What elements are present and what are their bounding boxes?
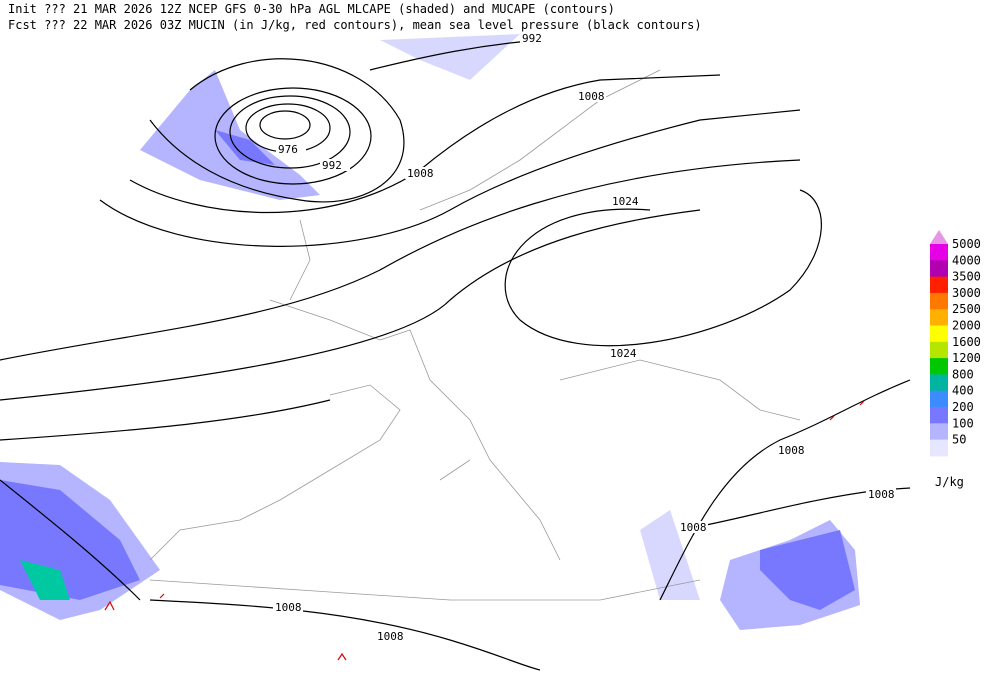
label-bg	[576, 90, 606, 102]
label-bg	[776, 444, 806, 456]
label-bg	[866, 488, 896, 500]
colorbar-label: 5000	[952, 237, 981, 251]
colorbar-swatch	[930, 407, 948, 424]
colorbar-swatch	[930, 276, 948, 294]
cin-contour	[104, 400, 865, 661]
colorbar-label: 50	[952, 433, 966, 447]
colorbar-swatch	[930, 423, 948, 441]
colorbar-label: 100	[952, 416, 974, 430]
contour-label: 992	[322, 159, 342, 172]
colorbar: 5000 4000 3500 3000 2500 2000 1600 1200 800 400 20…	[930, 230, 981, 457]
colorbar-swatch	[930, 309, 948, 326]
label-bg	[405, 167, 435, 179]
label-bg	[375, 630, 405, 642]
colorbar-label: 1600	[952, 335, 981, 349]
label-bg	[610, 195, 640, 207]
colorbar-unit: J/kg	[935, 475, 964, 489]
colorbar-swatch	[930, 260, 948, 278]
contour-label: 1008	[275, 601, 302, 614]
label-bg	[276, 143, 306, 155]
contour-label: 1024	[610, 347, 637, 360]
label-bg	[520, 32, 550, 44]
borders	[149, 69, 801, 601]
contour-label: 1008	[578, 90, 605, 103]
coastline	[149, 69, 801, 601]
colorbar-swatch	[930, 341, 948, 359]
colorbar-label: 4000	[952, 253, 981, 267]
cape-area	[640, 510, 700, 600]
colorbar-label: 800	[952, 367, 974, 381]
contour-label: 1008	[407, 167, 434, 180]
colorbar-label: 3000	[952, 286, 981, 300]
label-bg	[678, 521, 708, 533]
isobars	[0, 39, 911, 671]
colorbar-label: 3500	[952, 270, 981, 284]
colorbar-label: 400	[952, 384, 974, 398]
colorbar-label: 2500	[952, 302, 981, 316]
contour-label: 1008	[868, 488, 895, 501]
cape-area	[20, 560, 70, 600]
colorbar-label: 200	[952, 400, 974, 414]
cape-area	[760, 530, 855, 610]
label-bg	[320, 159, 350, 171]
colorbar-arrow	[930, 230, 948, 244]
contour-label: 992	[522, 32, 542, 45]
header-fcst: Fcst ??? 22 MAR 2026 03Z MUCIN (in J/kg,…	[8, 18, 702, 32]
colorbar-swatch	[930, 374, 948, 392]
contour-label: 1024	[612, 195, 639, 208]
contour-label: 1008	[377, 630, 404, 643]
colorbar-swatch	[930, 325, 948, 343]
contour-label: 1008	[778, 444, 805, 457]
colorbar-label: 2000	[952, 319, 981, 333]
cape-shading	[0, 34, 860, 630]
contour-label: 1008	[680, 521, 707, 534]
colorbar-swatch	[930, 439, 948, 457]
colorbar-swatch	[930, 390, 948, 408]
colorbar-swatch	[930, 244, 948, 261]
header-init: Init ??? 21 MAR 2026 12Z NCEP GFS 0-30 h…	[8, 2, 615, 16]
contour-label: 976	[278, 143, 298, 156]
cape-area	[380, 34, 520, 80]
colorbar-swatch	[930, 292, 948, 310]
colorbar-label: 1200	[952, 351, 981, 365]
colorbar-swatch	[930, 358, 948, 375]
label-bg	[608, 347, 638, 359]
label-bg	[273, 601, 303, 613]
cape-area	[215, 130, 275, 165]
contour-labels: 992 1008 976 992 1008 1024 1024 1008 1008 1008 100…	[273, 32, 896, 643]
